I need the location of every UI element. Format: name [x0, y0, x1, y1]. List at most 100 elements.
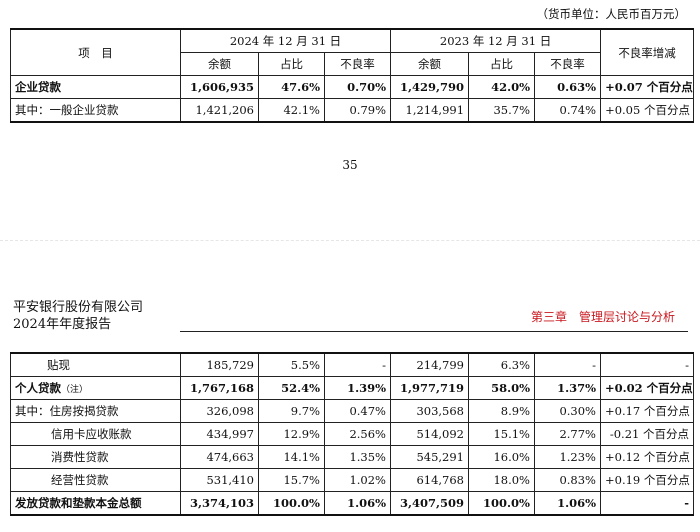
cell-npl-2024: 2.56% — [324, 422, 391, 446]
cell-balance-2024: 1,767,168 — [180, 376, 259, 400]
cell-share-2023: 15.1% — [468, 422, 535, 446]
subheader-balance-2023: 余额 — [390, 52, 470, 76]
cell-balance-2024: 474,663 — [180, 445, 259, 469]
table-row-corporate-loans: 企业贷款 1,606,935 47.6% 0.70% 1,429,790 42.… — [10, 75, 695, 99]
loan-quality-table-top: 项 目 2024 年 12 月 31 日 2023 年 12 月 31 日 不良… — [10, 28, 695, 123]
column-header-2023: 2023 年 12 月 31 日 — [390, 28, 602, 53]
page-break-divider — [0, 240, 700, 241]
cell-change: +0.19 个百分点 — [600, 468, 694, 492]
cell-balance-2024: 434,997 — [180, 422, 259, 446]
cell-change: +0.07 个百分点 — [600, 75, 695, 99]
cell-share-2024: 15.7% — [258, 468, 325, 492]
cell-npl-2024: 1.06% — [324, 491, 391, 516]
cell-balance-2023: 214,799 — [390, 352, 469, 377]
cell-share-2024: 47.6% — [258, 75, 325, 99]
report-header: 平安银行股份有限公司 2024年年度报告 — [13, 299, 143, 333]
cell-balance-2024: 326,098 — [180, 399, 259, 423]
cell-balance-2024: 531,410 — [180, 468, 259, 492]
subheader-npl-2024: 不良率 — [323, 52, 392, 76]
cell-npl-2024: 0.47% — [324, 399, 391, 423]
cell-balance-2023: 303,568 — [390, 399, 469, 423]
table-row-general-corporate-loans: 其中：一般企业贷款 1,421,206 42.1% 0.79% 1,214,99… — [10, 98, 695, 123]
cell-npl-2023: 1.37% — [534, 376, 601, 400]
cell-share-2023: 100.0% — [468, 491, 535, 516]
cell-balance-2023: 1,429,790 — [390, 75, 470, 99]
cell-share-2024: 5.5% — [258, 352, 325, 377]
cell-share-2023: 58.0% — [468, 376, 535, 400]
cell-change: +0.05 个百分点 — [600, 98, 695, 123]
row-label: 企业贷款 — [10, 75, 181, 99]
loan-quality-table-bottom: 贴现 185,729 5.5% - 214,799 6.3% - - 个人贷款（… — [10, 352, 694, 516]
row-label: 经营性贷款 — [10, 468, 181, 492]
cell-share-2024: 52.4% — [258, 376, 325, 400]
report-title: 2024年年度报告 — [13, 317, 112, 332]
cell-balance-2023: 614,768 — [390, 468, 469, 492]
table-row-total-loans: 发放贷款和垫款本金总额 3,374,103 100.0% 1.06% 3,407… — [10, 491, 694, 516]
cell-change: +0.17 个百分点 — [600, 399, 694, 423]
table-row-credit-card-receivables: 信用卡应收账款 434,997 12.9% 2.56% 514,092 15.1… — [10, 422, 694, 446]
row-label-text: 个人贷款 — [15, 381, 61, 395]
cell-npl-2023: 2.77% — [534, 422, 601, 446]
cell-balance-2024: 3,374,103 — [180, 491, 259, 516]
cell-npl-2023: - — [534, 352, 601, 377]
cell-share-2023: 8.9% — [468, 399, 535, 423]
row-label: 发放贷款和垫款本金总额 — [10, 491, 181, 516]
cell-npl-2024: 1.39% — [324, 376, 391, 400]
cell-share-2023: 18.0% — [468, 468, 535, 492]
cell-share-2024: 12.9% — [258, 422, 325, 446]
cell-share-2023: 42.0% — [468, 75, 536, 99]
cell-balance-2023: 545,291 — [390, 445, 469, 469]
cell-change: +0.12 个百分点 — [600, 445, 694, 469]
cell-balance-2024: 185,729 — [180, 352, 259, 377]
cell-balance-2024: 1,421,206 — [180, 98, 259, 123]
cell-balance-2024: 1,606,935 — [180, 75, 259, 99]
cell-npl-2024: 1.02% — [324, 468, 391, 492]
cell-npl-2023: 0.83% — [534, 468, 601, 492]
header-rule — [180, 331, 688, 332]
table-row-consumer-loans: 消费性贷款 474,663 14.1% 1.35% 545,291 16.0% … — [10, 445, 694, 469]
subheader-npl-2023: 不良率 — [534, 52, 602, 76]
cell-change: +0.02 个百分点 — [600, 376, 694, 400]
cell-change: -0.21 个百分点 — [600, 422, 694, 446]
cell-share-2024: 14.1% — [258, 445, 325, 469]
column-header-item: 项 目 — [10, 28, 181, 76]
cell-balance-2023: 1,214,991 — [390, 98, 470, 123]
cell-npl-2024: 1.35% — [324, 445, 391, 469]
cell-npl-2023: 1.06% — [534, 491, 601, 516]
chapter-title: 第三章 管理层讨论与分析 — [530, 310, 675, 324]
row-label: 信用卡应收账款 — [10, 422, 181, 446]
cell-npl-2024: 0.70% — [323, 75, 392, 99]
cell-npl-2023: 0.30% — [534, 399, 601, 423]
cell-npl-2023: 0.63% — [534, 75, 602, 99]
column-header-2024: 2024 年 12 月 31 日 — [179, 28, 392, 53]
cell-share-2024: 9.7% — [258, 399, 325, 423]
footnote-marker: （注） — [61, 385, 89, 395]
cell-npl-2024: - — [324, 352, 391, 377]
table-row-discounted-bills: 贴现 185,729 5.5% - 214,799 6.3% - - — [10, 352, 694, 377]
cell-change: - — [600, 491, 694, 516]
cell-share-2024: 100.0% — [258, 491, 325, 516]
row-label: 其中：住房按揭贷款 — [10, 399, 181, 423]
unit-note: （货币单位：人民币百万元） — [536, 7, 687, 21]
company-name: 平安银行股份有限公司 — [13, 300, 144, 315]
cell-share-2023: 35.7% — [468, 98, 536, 123]
cell-npl-2023: 1.23% — [534, 445, 601, 469]
table-row-business-loans: 经营性贷款 531,410 15.7% 1.02% 614,768 18.0% … — [10, 468, 694, 492]
row-label: 个人贷款（注） — [10, 376, 181, 400]
row-label: 贴现 — [10, 352, 181, 377]
page-number: 35 — [342, 158, 358, 172]
subheader-balance-2024: 余额 — [180, 52, 259, 76]
cell-share-2023: 6.3% — [468, 352, 535, 377]
cell-share-2024: 42.1% — [258, 98, 325, 123]
column-header-change: 不良率增减 — [600, 28, 695, 76]
cell-balance-2023: 3,407,509 — [390, 491, 469, 516]
table-row-mortgage-loans: 其中：住房按揭贷款 326,098 9.7% 0.47% 303,568 8.9… — [10, 399, 694, 423]
cell-balance-2023: 514,092 — [390, 422, 469, 446]
subheader-share-2024: 占比 — [258, 52, 325, 76]
row-label: 其中：一般企业贷款 — [10, 98, 181, 123]
table-row-personal-loans: 个人贷款（注） 1,767,168 52.4% 1.39% 1,977,719 … — [10, 376, 694, 400]
row-label: 消费性贷款 — [10, 445, 181, 469]
cell-npl-2023: 0.74% — [534, 98, 602, 123]
subheader-share-2023: 占比 — [468, 52, 536, 76]
cell-balance-2023: 1,977,719 — [390, 376, 469, 400]
